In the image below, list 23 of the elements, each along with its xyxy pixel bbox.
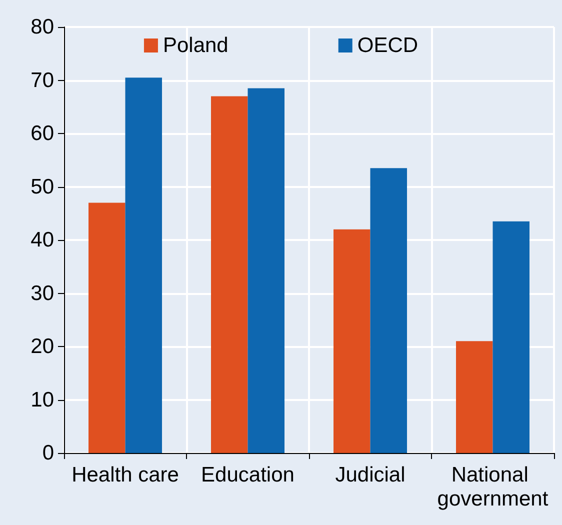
bar [88,202,126,453]
y-tick-label: 0 [42,442,54,464]
y-tick-label: 20 [30,335,54,358]
bar [125,78,162,453]
x-tick-label: Education [201,464,294,486]
y-tick-label: 70 [30,68,54,92]
y-tick-label: 30 [30,282,54,305]
bar [456,341,493,453]
y-tick-label: 60 [30,122,54,145]
bar [492,221,530,453]
x-tick-label: National government [437,464,548,510]
x-tick-label: Health care [72,464,179,486]
bar [370,168,407,453]
y-tick-label: 50 [30,175,54,198]
legend-label: OECD [357,34,418,57]
bar [248,88,284,453]
y-tick-label: 40 [30,228,54,252]
legend-label: Poland [162,34,228,57]
x-tick-label: Judicial [335,464,406,486]
y-tick-label: 80 [30,16,54,38]
y-tick-label: 10 [30,388,54,412]
bar [211,96,248,453]
bar [334,229,370,453]
